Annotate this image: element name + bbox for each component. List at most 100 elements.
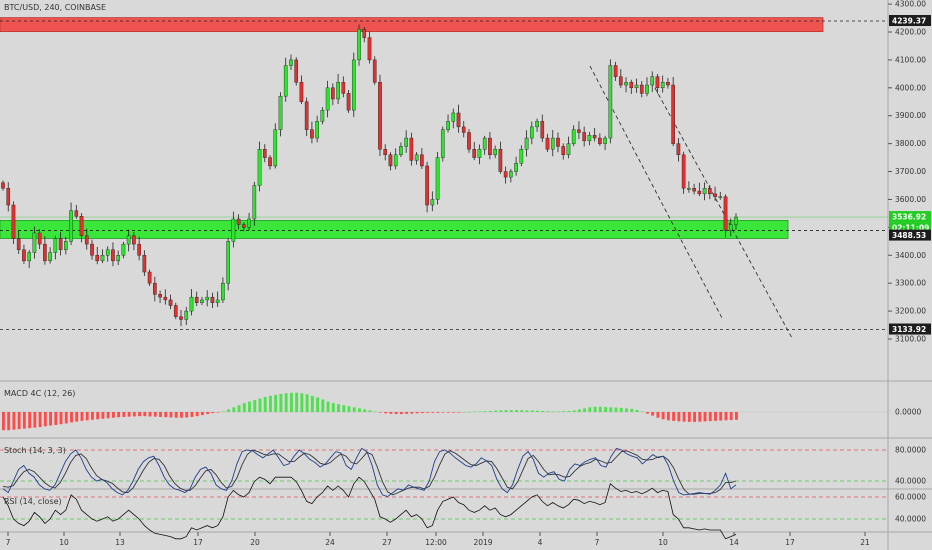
candle-down xyxy=(310,129,314,139)
macd-bar xyxy=(284,393,288,412)
candle-down xyxy=(6,188,11,206)
macd-bar xyxy=(635,409,639,412)
macd-bar xyxy=(331,403,335,412)
price-tag-bg xyxy=(889,15,931,27)
rsi-level-label: 40.0000 xyxy=(895,515,926,524)
candle-down xyxy=(236,218,241,225)
candle-down xyxy=(472,149,477,158)
candle-up xyxy=(325,87,330,111)
candle-down xyxy=(676,143,681,156)
candle-down xyxy=(331,87,335,100)
candle-down xyxy=(618,76,623,86)
candle-up xyxy=(200,299,204,303)
macd-bar xyxy=(431,412,435,413)
macd-bar xyxy=(174,412,178,418)
macd-bar xyxy=(200,412,204,416)
macd-bar xyxy=(378,412,382,413)
candle-down xyxy=(43,243,47,262)
candle-down xyxy=(671,84,675,144)
candle-down xyxy=(613,65,618,77)
candle-up xyxy=(273,129,278,167)
macd-bar xyxy=(504,410,508,412)
candle-up xyxy=(283,65,288,97)
candle-down xyxy=(666,82,670,86)
candle-down xyxy=(681,154,686,189)
macd-bar xyxy=(122,412,126,417)
candle-down xyxy=(11,204,16,239)
macd-bar xyxy=(117,412,121,418)
candle-down xyxy=(58,238,63,250)
candle-up xyxy=(184,310,189,320)
macd-bar xyxy=(520,410,524,412)
macd-bar xyxy=(28,412,32,429)
macd-bar xyxy=(85,412,89,421)
macd-bar xyxy=(248,401,251,412)
macd-bar xyxy=(384,412,388,414)
macd-bar xyxy=(536,410,539,412)
axes: 4300.00 4200.00 4100.00 4000.00 3900.00 3800.… xyxy=(6,0,927,547)
candle-down xyxy=(372,59,377,83)
macd-bar xyxy=(310,395,314,412)
macd-bar xyxy=(295,392,299,412)
candle-up xyxy=(100,255,105,262)
candle-up xyxy=(48,252,52,262)
trend-channel xyxy=(589,65,793,339)
candle-down xyxy=(194,296,199,303)
macd-bar xyxy=(651,412,655,416)
candle-up xyxy=(514,162,518,172)
macd-bar xyxy=(216,412,220,413)
candle-up xyxy=(603,137,607,144)
candle-down xyxy=(210,296,215,303)
candle-down xyxy=(503,171,508,178)
resistance-zone xyxy=(0,17,824,33)
y-tick-label: 3800.00 xyxy=(895,139,926,148)
macd-bar xyxy=(316,397,320,412)
macd-bar xyxy=(185,412,189,418)
candle-down xyxy=(179,316,183,320)
macd-bar xyxy=(111,412,115,418)
price-tag-label: 3536.92 xyxy=(892,213,926,222)
macd-bar xyxy=(426,412,429,413)
x-tick-label: 10 xyxy=(658,538,668,547)
macd-bar xyxy=(415,412,419,414)
stoch-pane: 80.0000 40.0000 xyxy=(0,446,926,497)
x-tick-label: 17 xyxy=(193,538,203,547)
macd-bar xyxy=(473,411,477,413)
rsi-level-label: 60.0000 xyxy=(895,493,926,502)
macd-bar xyxy=(242,403,246,412)
candle-up xyxy=(116,255,121,262)
candle-down xyxy=(582,132,586,142)
macd-bar xyxy=(180,412,183,418)
x-tick-label: 7 xyxy=(595,538,600,547)
macd-bar xyxy=(54,412,58,425)
macd-bar xyxy=(43,412,47,427)
price-tag-bg xyxy=(889,229,931,241)
candle-up xyxy=(252,185,257,220)
macd-bar xyxy=(672,412,676,421)
macd-bar xyxy=(101,412,105,419)
macd-bar xyxy=(677,412,681,422)
price-tag-bg xyxy=(889,211,931,223)
macd-bar xyxy=(169,412,173,418)
macd-bar xyxy=(562,411,566,412)
y-tick-label: 3600.00 xyxy=(895,195,926,204)
trendline-upper xyxy=(654,87,793,339)
y-tick-label: 4200.00 xyxy=(895,28,926,37)
macd-bar xyxy=(546,411,550,412)
horizontal-levels xyxy=(0,20,888,330)
macd-bar xyxy=(342,405,346,412)
candle-up xyxy=(440,129,445,158)
macd-bar xyxy=(714,412,717,421)
macd-bar xyxy=(33,412,37,428)
candle-down xyxy=(556,137,560,147)
price-tag-label: 3133.92 xyxy=(892,325,926,334)
candle-down xyxy=(79,215,84,236)
candle-up xyxy=(105,249,110,256)
macd-zero-label: 0.0000 xyxy=(895,408,921,417)
macd-bar xyxy=(211,412,215,414)
macd-bar xyxy=(221,411,225,413)
macd-bar xyxy=(666,412,670,421)
candle-down xyxy=(425,165,429,206)
